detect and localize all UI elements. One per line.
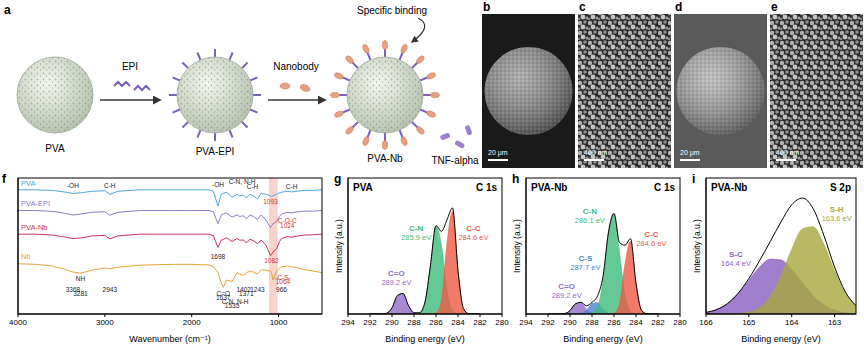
svg-text:294: 294 xyxy=(519,318,533,327)
svg-text:400 nm: 400 nm xyxy=(776,149,800,156)
svg-text:1082: 1082 xyxy=(264,257,279,264)
svg-text:286.1 eV: 286.1 eV xyxy=(575,216,605,225)
svg-text:280: 280 xyxy=(495,318,509,327)
svg-text:1000: 1000 xyxy=(270,318,288,327)
svg-text:PVA: PVA xyxy=(45,143,65,154)
svg-text:290: 290 xyxy=(563,318,577,327)
svg-text:PVA-Nb: PVA-Nb xyxy=(711,182,747,193)
svg-text:1371: 1371 xyxy=(239,290,254,298)
svg-text:PVA-EPI: PVA-EPI xyxy=(196,146,235,157)
svg-text:280: 280 xyxy=(673,318,687,327)
svg-text:20 μm: 20 μm xyxy=(680,149,700,157)
svg-text:284.6 eV: 284.6 eV xyxy=(458,233,488,242)
svg-text:PVA-EPI: PVA-EPI xyxy=(21,199,50,208)
svg-text:286: 286 xyxy=(607,318,621,327)
svg-text:PVA-Nb: PVA-Nb xyxy=(531,182,567,193)
svg-text:i: i xyxy=(692,172,695,186)
svg-text:a: a xyxy=(4,3,11,17)
svg-text:S-C: S-C xyxy=(729,250,743,259)
svg-text:-OH: -OH xyxy=(212,181,224,188)
svg-text:287.7 eV: 287.7 eV xyxy=(570,263,600,272)
svg-text:C 1s: C 1s xyxy=(476,182,498,193)
svg-text:1064: 1064 xyxy=(276,278,291,285)
svg-text:1698: 1698 xyxy=(211,253,226,260)
svg-text:c: c xyxy=(579,0,586,14)
svg-text:g: g xyxy=(334,172,341,186)
svg-text:163.6 eV: 163.6 eV xyxy=(822,214,852,223)
svg-text:C=O: C=O xyxy=(388,269,405,278)
svg-text:S 2p: S 2p xyxy=(830,182,851,193)
svg-text:282: 282 xyxy=(651,318,665,327)
svg-text:290: 290 xyxy=(385,318,399,327)
svg-text:1243: 1243 xyxy=(250,286,265,293)
svg-text:164: 164 xyxy=(785,318,799,327)
svg-text:C 1s: C 1s xyxy=(654,182,676,193)
svg-text:EPI: EPI xyxy=(122,61,138,72)
svg-text:Specific binding: Specific binding xyxy=(357,5,427,16)
svg-text:C-S: C-S xyxy=(579,254,593,263)
svg-text:1093: 1093 xyxy=(263,198,278,205)
svg-text:165: 165 xyxy=(742,318,756,327)
svg-text:C-N, N-H: C-N, N-H xyxy=(228,178,256,185)
svg-text:4000: 4000 xyxy=(9,318,27,327)
svg-text:h: h xyxy=(512,172,519,186)
svg-text:1024: 1024 xyxy=(280,222,295,229)
svg-text:Binding energy (eV): Binding energy (eV) xyxy=(385,334,465,344)
svg-text:TNF-alpha: TNF-alpha xyxy=(431,155,479,166)
svg-text:289.2 eV: 289.2 eV xyxy=(552,291,582,300)
svg-text:C-H: C-H xyxy=(104,182,116,189)
svg-text:Wavenumber (cm⁻¹): Wavenumber (cm⁻¹) xyxy=(129,334,210,344)
svg-text:PVA: PVA xyxy=(353,182,373,193)
svg-text:C-H: C-H xyxy=(247,183,259,190)
svg-text:Binding energy (eV): Binding energy (eV) xyxy=(741,334,821,344)
svg-text:289.2 eV: 289.2 eV xyxy=(381,278,411,287)
svg-text:d: d xyxy=(675,0,682,14)
svg-text:PVA: PVA xyxy=(21,179,35,188)
svg-text:1535: 1535 xyxy=(225,302,240,309)
svg-text:292: 292 xyxy=(363,318,377,327)
svg-text:284.6 eV: 284.6 eV xyxy=(636,239,666,248)
svg-text:C-C: C-C xyxy=(466,224,480,233)
svg-text:NH: NH xyxy=(76,275,86,282)
svg-text:f: f xyxy=(2,172,7,186)
svg-text:294: 294 xyxy=(341,318,355,327)
svg-text:PVA-Nb: PVA-Nb xyxy=(21,223,48,232)
svg-text:Nb: Nb xyxy=(21,252,31,261)
svg-text:966: 966 xyxy=(276,286,287,293)
svg-text:2000: 2000 xyxy=(183,318,201,327)
svg-text:Intensity (a.u.): Intensity (a.u.) xyxy=(334,219,344,273)
svg-text:C-H: C-H xyxy=(286,183,298,190)
svg-text:288: 288 xyxy=(585,318,599,327)
svg-text:C-N: C-N xyxy=(409,224,423,233)
svg-text:Intensity (a.u.): Intensity (a.u.) xyxy=(692,219,702,273)
svg-text:20 μm: 20 μm xyxy=(488,149,508,157)
svg-text:285.9 eV: 285.9 eV xyxy=(401,233,431,242)
svg-text:164.4 eV: 164.4 eV xyxy=(721,259,751,268)
svg-text:e: e xyxy=(771,0,778,14)
svg-text:C-C: C-C xyxy=(644,230,658,239)
svg-text:b: b xyxy=(483,0,490,14)
svg-text:282: 282 xyxy=(473,318,487,327)
svg-text:400 nm: 400 nm xyxy=(584,149,608,156)
svg-text:288: 288 xyxy=(407,318,421,327)
svg-text:-OH: -OH xyxy=(67,182,79,189)
svg-text:163: 163 xyxy=(828,318,842,327)
svg-text:2943: 2943 xyxy=(103,286,118,293)
svg-text:Nanobody: Nanobody xyxy=(273,61,319,72)
svg-text:C=O: C=O xyxy=(558,282,575,291)
svg-text:166: 166 xyxy=(699,318,713,327)
svg-text:3281: 3281 xyxy=(73,290,88,297)
svg-text:Intensity (a.u.): Intensity (a.u.) xyxy=(512,219,522,273)
svg-text:292: 292 xyxy=(541,318,555,327)
svg-text:S-H: S-H xyxy=(830,205,844,214)
svg-text:C-N: C-N xyxy=(583,207,597,216)
svg-text:284: 284 xyxy=(451,318,465,327)
svg-text:Binding energy (eV): Binding energy (eV) xyxy=(563,334,643,344)
svg-text:PVA-Nb: PVA-Nb xyxy=(367,153,403,164)
svg-text:3000: 3000 xyxy=(96,318,114,327)
svg-text:286: 286 xyxy=(429,318,443,327)
svg-text:284: 284 xyxy=(629,318,643,327)
